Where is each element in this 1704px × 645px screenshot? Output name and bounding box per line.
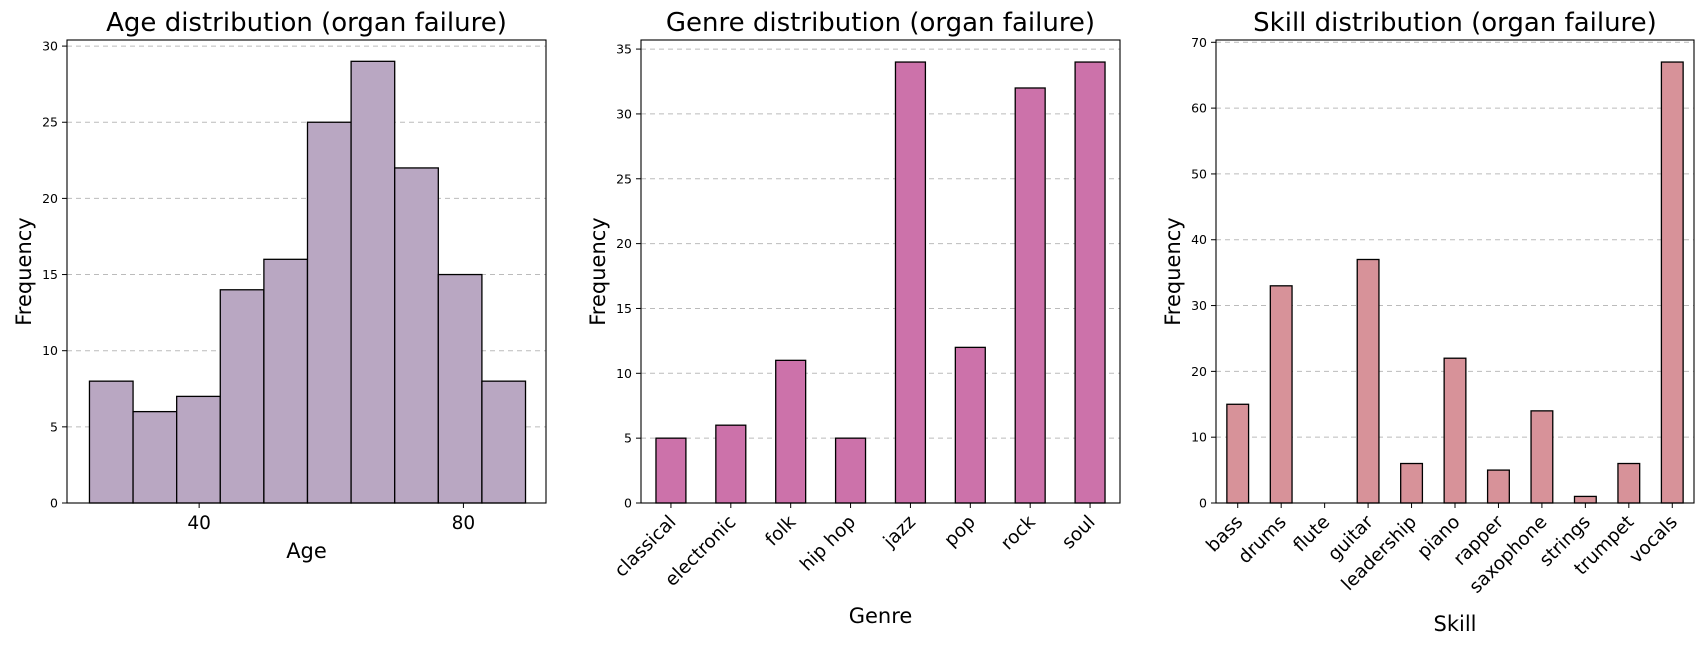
- category-bar: [775, 359, 807, 504]
- y-tick-label: 15: [616, 301, 632, 316]
- x-tick-label: 40: [187, 513, 211, 534]
- category-bar: [1400, 462, 1424, 504]
- y-tick-label: 20: [1191, 364, 1207, 379]
- x-tick-label: drums: [1234, 512, 1290, 568]
- plot-frame: [640, 39, 1121, 504]
- plot-frame: [1215, 39, 1695, 504]
- y-tick-label: 25: [42, 115, 58, 130]
- chart-title: Skill distribution (organ failure): [1253, 8, 1657, 38]
- x-tick-label: soul: [1058, 512, 1100, 554]
- histogram-bar: [350, 60, 396, 504]
- x-axis-label: Age: [286, 539, 327, 563]
- x-axis-label: Genre: [849, 604, 913, 628]
- y-tick-label: 20: [616, 236, 632, 251]
- y-tick-label: 0: [1199, 496, 1207, 511]
- y-tick-label: 0: [50, 496, 58, 511]
- y-axis-label: Frequency: [586, 217, 610, 326]
- category-bar: [1573, 495, 1597, 504]
- histogram-bar: [306, 121, 352, 504]
- y-tick-label: 60: [1191, 101, 1207, 116]
- y-tick-label: 35: [616, 42, 632, 57]
- category-bar: [1443, 357, 1467, 504]
- category-bar: [1356, 258, 1380, 504]
- category-bar: [1014, 87, 1046, 504]
- y-axis-label: Frequency: [12, 217, 36, 326]
- x-tick-label: rock: [997, 511, 1040, 554]
- category-bar: [1617, 462, 1641, 504]
- y-tick-label: 15: [42, 267, 58, 282]
- category-bar: [1530, 410, 1554, 504]
- chart-title: Age distribution (organ failure): [106, 8, 507, 38]
- category-bar: [1269, 285, 1293, 504]
- x-axis-label: Skill: [1434, 612, 1477, 636]
- category-bar: [1660, 61, 1684, 504]
- x-tick-label: 80: [452, 513, 476, 534]
- plot-frame: [66, 39, 547, 504]
- y-axis-label: Frequency: [1161, 217, 1185, 326]
- chart-panel-1: 40 80 0 5 10 15 20 25 30 Age distribution (organ …: [12, 8, 547, 563]
- histogram-bar: [88, 380, 134, 504]
- y-tick-label: 0: [624, 496, 632, 511]
- x-tick-label: folk: [762, 511, 801, 550]
- chart-panel-3: bassdrumsfluteguitarleadershippianorappe…: [1161, 8, 1695, 636]
- histogram-bar: [219, 289, 265, 504]
- x-tick-label: hip hop: [796, 512, 860, 576]
- category-bar: [894, 61, 927, 504]
- histogram-bar: [132, 410, 178, 504]
- y-tick-label: 10: [1191, 430, 1207, 445]
- y-tick-label: 25: [616, 171, 632, 186]
- category-bar: [1226, 403, 1250, 504]
- y-tick-label: 30: [1191, 298, 1207, 313]
- x-tick-label: jazz: [879, 512, 920, 553]
- x-tick-label: vocals: [1626, 512, 1682, 568]
- y-tick-label: 20: [42, 191, 58, 206]
- y-tick-label: 40: [1191, 232, 1207, 247]
- y-tick-label: 10: [42, 343, 58, 358]
- histogram-bar: [394, 167, 439, 504]
- y-tick-label: 70: [1191, 35, 1207, 50]
- y-tick-label: 5: [50, 419, 58, 434]
- histogram-bar: [481, 380, 527, 504]
- histogram-bar: [176, 395, 221, 504]
- y-tick-label: 10: [616, 366, 632, 381]
- y-tick-label: 5: [624, 431, 632, 446]
- category-bar: [954, 346, 986, 504]
- histogram-bar: [437, 273, 483, 504]
- category-bar: [1486, 469, 1510, 504]
- category-bar: [1074, 61, 1106, 504]
- category-bar: [834, 437, 867, 504]
- chart-title: Genre distribution (organ failure): [666, 8, 1095, 38]
- y-tick-label: 30: [42, 39, 58, 54]
- category-bar: [715, 424, 747, 504]
- y-tick-label: 30: [616, 106, 632, 121]
- category-bar: [655, 437, 687, 504]
- histogram-bar: [263, 258, 309, 504]
- x-tick-label: pop: [940, 512, 979, 551]
- y-tick-label: 50: [1191, 166, 1207, 181]
